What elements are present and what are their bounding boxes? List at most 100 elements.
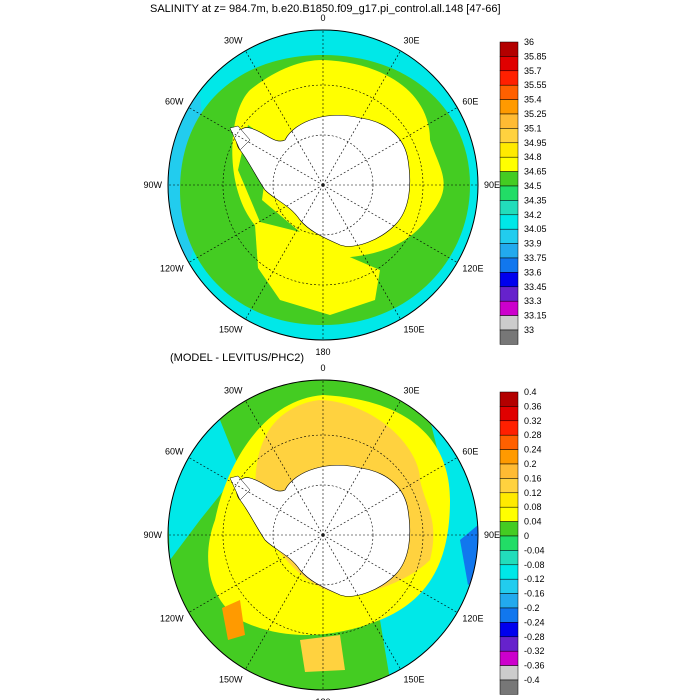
longitude-label: 60E [462,447,478,457]
colorbar-swatch [499,650,519,666]
longitude-label: 150W [219,325,243,335]
colorbar-swatch [499,406,519,422]
diff-orange-west [222,600,245,640]
longitude-label: 0 [320,13,325,23]
colorbar-label: 34.2 [524,210,542,220]
colorbar-label: -0.04 [524,545,545,555]
colorbar-label: 35.7 [524,66,542,76]
colorbar-label: 33.6 [524,267,542,277]
colorbar-swatch [499,70,519,86]
colorbar-label: 34.8 [524,152,542,162]
longitude-label: 150E [404,325,425,335]
colorbar-label: 35.1 [524,123,542,133]
longitude-label: 120E [462,264,483,274]
longitude-label: 90E [484,530,500,540]
salinity-colorbar: 36 35.85 35.7 35.55 35.4 35.25 35.1 34.95 34.8 34… [499,37,547,345]
colorbar-swatch [499,622,519,638]
colorbar-label: -0.16 [524,589,545,599]
colorbar-label: 0.04 [524,517,542,527]
colorbar-label: 33.75 [524,253,547,263]
longitude-label: 180 [315,347,330,357]
difference-map: 0 30E 60E 90E 120E 150E 180 150W 120W 90W 60W 30W [143,363,500,700]
ocean-yellow-pacific [255,225,380,315]
colorbar-swatch [499,607,519,623]
colorbar-swatch [499,391,519,407]
colorbar-swatch [499,185,519,201]
colorbar-swatch [499,578,519,594]
colorbar-label: 33.15 [524,311,547,321]
longitude-label: 120E [462,614,483,624]
colorbar-swatch [499,506,519,522]
longitude-label: 120W [160,614,184,624]
peninsula-land [229,125,251,151]
colorbar-label: -0.28 [524,632,545,642]
meridian-line [322,50,401,186]
difference-colorbar: 0.4 0.36 0.32 0.28 0.24 0.2 0.16 0.12 0.08 0.04 0 -… [499,387,545,695]
colorbar-swatch [499,99,519,115]
meridian-lines [168,30,478,340]
meridian-line [245,50,324,186]
colorbar-label: -0.36 [524,661,545,671]
colorbar-swatch [499,463,519,479]
longitude-labels: 0 30E 60E 90E 120E 150E 180 150W 120W 90W 60W 30W [143,13,500,357]
diff-longitude-labels: 0 30E 60E 90E 120E 150E 180 150W 120W 90W 60W 30W [143,363,500,700]
longitude-label: 90E [484,180,500,190]
colorbar-label: -0.2 [524,603,540,613]
colorbar-swatch [499,535,519,551]
colorbar-label: 0.2 [524,459,537,469]
colorbar-label: 0.12 [524,488,542,498]
colorbar-label: 0.24 [524,445,542,455]
colorbar-swatch [499,492,519,508]
meridian-line [188,107,324,186]
map-boundary [167,29,479,341]
longitude-label: 0 [320,363,325,373]
longitude-label: 60E [462,97,478,107]
colorbar-label: -0.32 [524,646,545,656]
colorbar-swatch [499,679,519,695]
longitude-label: 30E [404,35,420,45]
colorbar-label: 0 [524,531,529,541]
meridian-line [322,107,458,186]
colorbar-swatch [499,41,519,57]
diff-blue-east [460,525,478,585]
map-title: SALINITY at z= 984.7m, b.e20.B1850.f09_g… [150,3,501,15]
colorbar-label: 33 [524,325,534,335]
colorbar-swatch [499,214,519,230]
colorbar-swatch [499,257,519,273]
colorbar-swatch [499,286,519,302]
longitude-label: 60W [165,447,184,457]
colorbar-label: 34.95 [524,138,547,148]
difference-map-title: (MODEL - LEVITUS/PHC2) [170,352,305,364]
colorbar-swatch [499,478,519,494]
colorbar-swatch [499,142,519,158]
colorbar-swatch [499,593,519,609]
longitude-label: 120W [160,264,184,274]
colorbar-swatch [499,665,519,681]
colorbar-label: 34.05 [524,224,547,234]
longitude-label: 150W [219,675,243,685]
colorbar-swatch [499,636,519,652]
meridian-line [322,184,458,263]
meridian-line [322,534,458,613]
colorbar-label: 33.45 [524,282,547,292]
colorbar-label: 0.16 [524,473,542,483]
salinity-map: 0 30E 60E 90E 120E 150E 180 150W 120W 90W 60W 30W [143,13,500,357]
colorbar-label: -0.4 [524,675,540,685]
diff-meridian-lines [168,380,478,690]
longitude-label: 90W [143,180,162,190]
colorbar-label: 33.9 [524,239,542,249]
colorbar-swatch [499,228,519,244]
meridian-line [322,534,401,670]
longitude-label: 30W [224,385,243,395]
colorbar-label: 33.3 [524,296,542,306]
colorbar-swatch [499,329,519,345]
colorbar-swatch [499,434,519,450]
meridian-line [245,184,324,320]
meridian-line [188,534,324,613]
colorbar-swatch [499,171,519,187]
colorbar-label: -0.08 [524,560,545,570]
colorbar-label: 0.4 [524,387,537,397]
colorbar-swatch [499,420,519,436]
longitude-label: 30E [404,385,420,395]
